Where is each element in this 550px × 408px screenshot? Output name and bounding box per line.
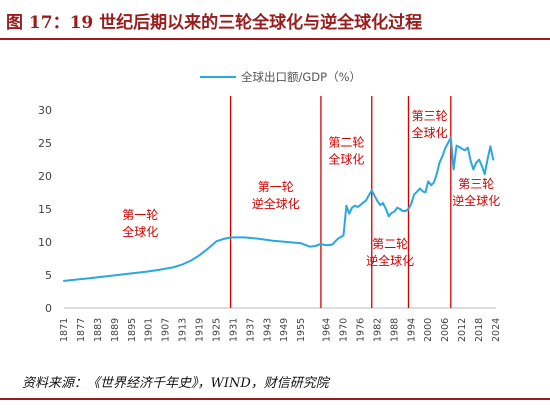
chart-legend: 全球出口额/GDP（%） <box>200 70 361 84</box>
x-tick-label: 1889 <box>110 318 121 342</box>
annotation-line: 第一轮 <box>122 208 158 222</box>
y-tick-label: 0 <box>45 302 52 315</box>
x-tick-label: 1943 <box>262 318 273 342</box>
x-tick-label: 1988 <box>389 318 400 342</box>
annotation-line: 逆全球化 <box>366 253 414 268</box>
y-tick-label: 15 <box>38 203 52 216</box>
y-axis: 0 5 10 15 20 25 30 <box>38 104 52 315</box>
figure-header: 图 17：19 世纪后期以来的三轮全球化与逆全球化过程 <box>0 0 550 40</box>
x-tick-label: 2018 <box>474 318 485 342</box>
x-tick-label: 1901 <box>144 318 155 342</box>
y-tick-label: 10 <box>38 236 52 249</box>
annotation-line: 第二轮 <box>328 135 364 149</box>
x-tick-label: 1949 <box>279 318 290 342</box>
y-tick-label: 30 <box>38 104 52 117</box>
annotation-line: 逆全球化 <box>252 196 300 211</box>
annotation-line: 第三轮 <box>458 177 494 191</box>
x-tick-label: 1931 <box>228 318 239 342</box>
x-tick-label: 1955 <box>296 318 307 342</box>
x-tick-label: 1871 <box>59 318 70 342</box>
x-tick-label: 2012 <box>457 318 468 342</box>
annotation-line: 第二轮 <box>372 237 408 251</box>
x-tick-label: 2000 <box>423 318 434 342</box>
x-tick-label: 1964 <box>322 318 333 342</box>
x-tick-label: 1919 <box>195 318 206 342</box>
x-tick-label: 1970 <box>339 318 350 342</box>
era-dividers <box>229 96 452 308</box>
annotation-line: 全球化 <box>412 125 448 140</box>
figure-title: 图 17：19 世纪后期以来的三轮全球化与逆全球化过程 <box>6 13 423 33</box>
annotation-line: 第三轮 <box>412 109 448 123</box>
series-line-export-to-gdp <box>63 136 495 282</box>
x-axis: 1871 1877 1883 1889 1895 1901 1907 1913 1919 1925… <box>59 307 502 342</box>
annotation-line: 第一轮 <box>258 180 294 194</box>
source-note: 资料来源：《世界经济千年史》，WIND，财信研究院 <box>22 376 329 391</box>
legend-label: 全球出口额/GDP（%） <box>241 70 361 84</box>
y-tick-label: 20 <box>38 170 52 183</box>
x-tick-label: 1925 <box>211 318 222 342</box>
x-tick-label: 1907 <box>161 318 172 342</box>
x-tick-label: 2024 <box>491 318 502 342</box>
annotation-line: 逆全球化 <box>452 193 500 208</box>
y-tick-label: 25 <box>38 137 52 150</box>
x-tick-label: 1994 <box>406 318 417 342</box>
x-tick-label: 1937 <box>245 318 256 342</box>
x-tick-label: 2006 <box>440 318 451 342</box>
x-tick-label: 1895 <box>127 318 138 342</box>
series-layer <box>63 136 495 282</box>
annotation-line: 全球化 <box>328 151 364 166</box>
x-tick-label: 1877 <box>76 318 87 342</box>
x-tick-label: 1976 <box>355 318 366 342</box>
x-tick-label: 1982 <box>372 318 383 342</box>
x-tick-label: 1913 <box>178 318 189 342</box>
y-tick-label: 5 <box>45 269 52 282</box>
x-tick-label: 1883 <box>93 318 104 342</box>
annotation-line: 全球化 <box>122 224 158 239</box>
footer-rule <box>0 398 550 400</box>
